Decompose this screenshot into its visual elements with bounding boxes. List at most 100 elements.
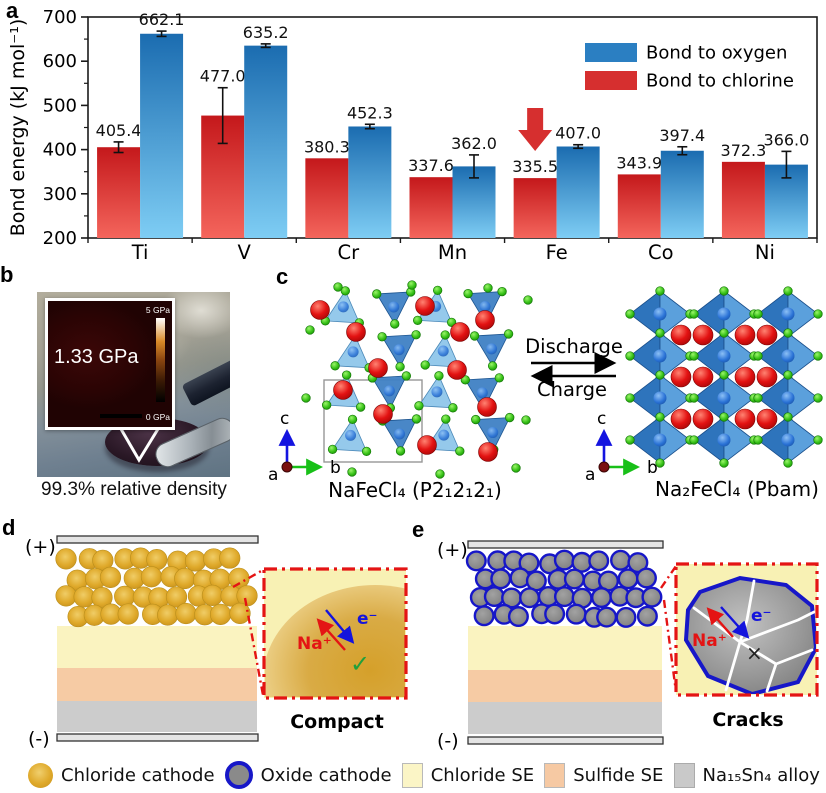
svg-text:c: c (597, 409, 606, 429)
bar-value-label: 405.4 (96, 121, 142, 140)
bar-value-label: 337.6 (408, 156, 454, 175)
axis-triad-left: c b a (268, 409, 341, 485)
oxide-cathode-particles (465, 549, 663, 628)
legend-item-chloride-se: Chloride SE (401, 762, 535, 788)
y-tick-label: 500 (43, 95, 77, 116)
charge-label: Charge (537, 378, 607, 401)
right-formula: Na₂FeCl₄ (Pbam) (655, 477, 819, 501)
legend-label: Na₁₅Sn₄ alloy (702, 764, 820, 786)
electron-label-d: e⁻ (357, 609, 378, 629)
legend-label: Chloride SE (430, 764, 535, 786)
legend-item-chloride-cathode: Chloride cathode (28, 762, 215, 788)
chart-legend-swatch (585, 71, 637, 90)
scale-min-label: 0 GPa (145, 412, 170, 422)
svg-text:a: a (585, 465, 595, 485)
electron-label-e: e⁻ (751, 606, 772, 626)
bar-value-label: 362.0 (451, 134, 497, 153)
x-tick-label-Fe: Fe (546, 241, 568, 264)
chloride-cathode-particles (55, 547, 258, 628)
bar-V-oxygen (244, 45, 288, 238)
oxide-cathode-swatch (224, 761, 253, 789)
x-tick-label-Ni: Ni (755, 241, 775, 264)
panel-label-b: b (0, 262, 14, 287)
svg-text:c: c (280, 409, 289, 429)
e-positive: (+) (437, 539, 468, 561)
bar-Cr-oxygen (348, 126, 392, 238)
chart-legend-swatch (585, 43, 637, 62)
x-tick-label-V: V (238, 241, 252, 264)
chloride-se-swatch (401, 762, 423, 788)
pellet-photo: 1.33 GPa 5 GPa 0 GPa (37, 292, 230, 477)
bar-value-label: 372.3 (721, 141, 767, 160)
bar-value-label: 343.9 (616, 153, 662, 172)
sulfide-se-swatch (544, 762, 566, 788)
chloride-cathode-swatch (28, 762, 53, 788)
x-tick-label-Co: Co (648, 241, 674, 264)
legend-label: Chloride cathode (61, 764, 215, 786)
legend-item-sulfide-se: Sulfide SE (544, 762, 663, 788)
scale-ruler (100, 414, 142, 418)
panel-label-d: d (2, 515, 16, 540)
density-caption: 99.3% relative density (41, 479, 227, 500)
chart-legend-label: Bond to oxygen (646, 43, 787, 64)
x-tick-label-Mn: Mn (438, 241, 467, 264)
chart-legend-label: Bond to chlorine (646, 71, 794, 92)
panel-label-a: a (6, 0, 19, 23)
bar-Fe-chlorine (513, 178, 557, 238)
inset-pointer (119, 428, 160, 463)
compact-caption: Compact (290, 711, 384, 733)
scale-max-label: 5 GPa (145, 305, 170, 315)
bar-value-label: 335.5 (512, 157, 558, 176)
d-positive: (+) (25, 536, 56, 558)
panel-label-c: c (276, 264, 289, 289)
modulus-value: 1.33 GPa (54, 346, 139, 368)
check-mark: ✓ (350, 650, 370, 678)
svg-text:b: b (330, 458, 341, 478)
highlight-arrow-fe (518, 108, 553, 151)
legend-label: Oxide cathode (260, 764, 392, 786)
legend-item-alloy: Na₁₅Sn₄ alloy (673, 762, 820, 788)
bar-value-label: 380.3 (304, 137, 350, 156)
y-tick-label: 200 (43, 228, 77, 249)
battery-stack-e (467, 540, 664, 745)
bar-value-label: 477.0 (200, 67, 246, 86)
na2fecl4-structure (625, 286, 823, 468)
y-tick-label: 700 (43, 7, 77, 28)
bar-Mn-chlorine (409, 177, 453, 238)
panels-cde-graphics: Discharge Charge c b a c b a NaFeCl₄ (P2… (25, 280, 823, 752)
y-tick-label: 300 (43, 184, 77, 205)
cracks-caption: Cracks (712, 709, 783, 731)
discharge-label: Discharge (525, 335, 623, 358)
na-ion-label-d: Na⁺ (297, 634, 332, 654)
na-ion-label-e: Na⁺ (692, 631, 727, 651)
bar-value-label: 397.4 (659, 126, 705, 145)
d-negative: (-) (28, 728, 50, 750)
bar-Ti-oxygen (140, 33, 184, 238)
x-tick-label-Ti: Ti (131, 241, 149, 264)
compact-inset: Na⁺ e⁻ ✓ (232, 567, 408, 700)
nafecl4-structure (301, 280, 533, 479)
e-negative: (-) (437, 730, 459, 752)
figure-legend: Chloride cathode Oxide cathode Chloride … (28, 759, 820, 791)
bar-value-label: 635.2 (243, 23, 289, 42)
bar-Co-oxygen (660, 150, 704, 238)
bar-value-label: 662.1 (139, 10, 185, 29)
discharge-charge-arrows (530, 351, 617, 388)
alloy-swatch (673, 762, 695, 788)
color-scale-bar (156, 318, 165, 402)
y-tick-label: 600 (43, 51, 77, 72)
bar-Co-chlorine (617, 174, 661, 238)
bar-Fe-oxygen (556, 146, 600, 238)
bar-Ni-chlorine (721, 161, 765, 238)
y-tick-label: 400 (43, 140, 77, 161)
svg-text:a: a (268, 465, 278, 485)
left-formula: NaFeCl₄ (P2₁2₁2₁) (328, 478, 502, 502)
bar-value-label: 407.0 (555, 124, 601, 143)
x-tick-label-Cr: Cr (338, 241, 361, 264)
panel-label-e: e (412, 517, 425, 542)
legend-item-oxide-cathode: Oxide cathode (224, 761, 392, 789)
bar-Ti-chlorine (97, 147, 141, 238)
afm-modulus-inset: 1.33 GPa 5 GPa 0 GPa (45, 298, 175, 430)
svg-text:b: b (647, 458, 658, 478)
